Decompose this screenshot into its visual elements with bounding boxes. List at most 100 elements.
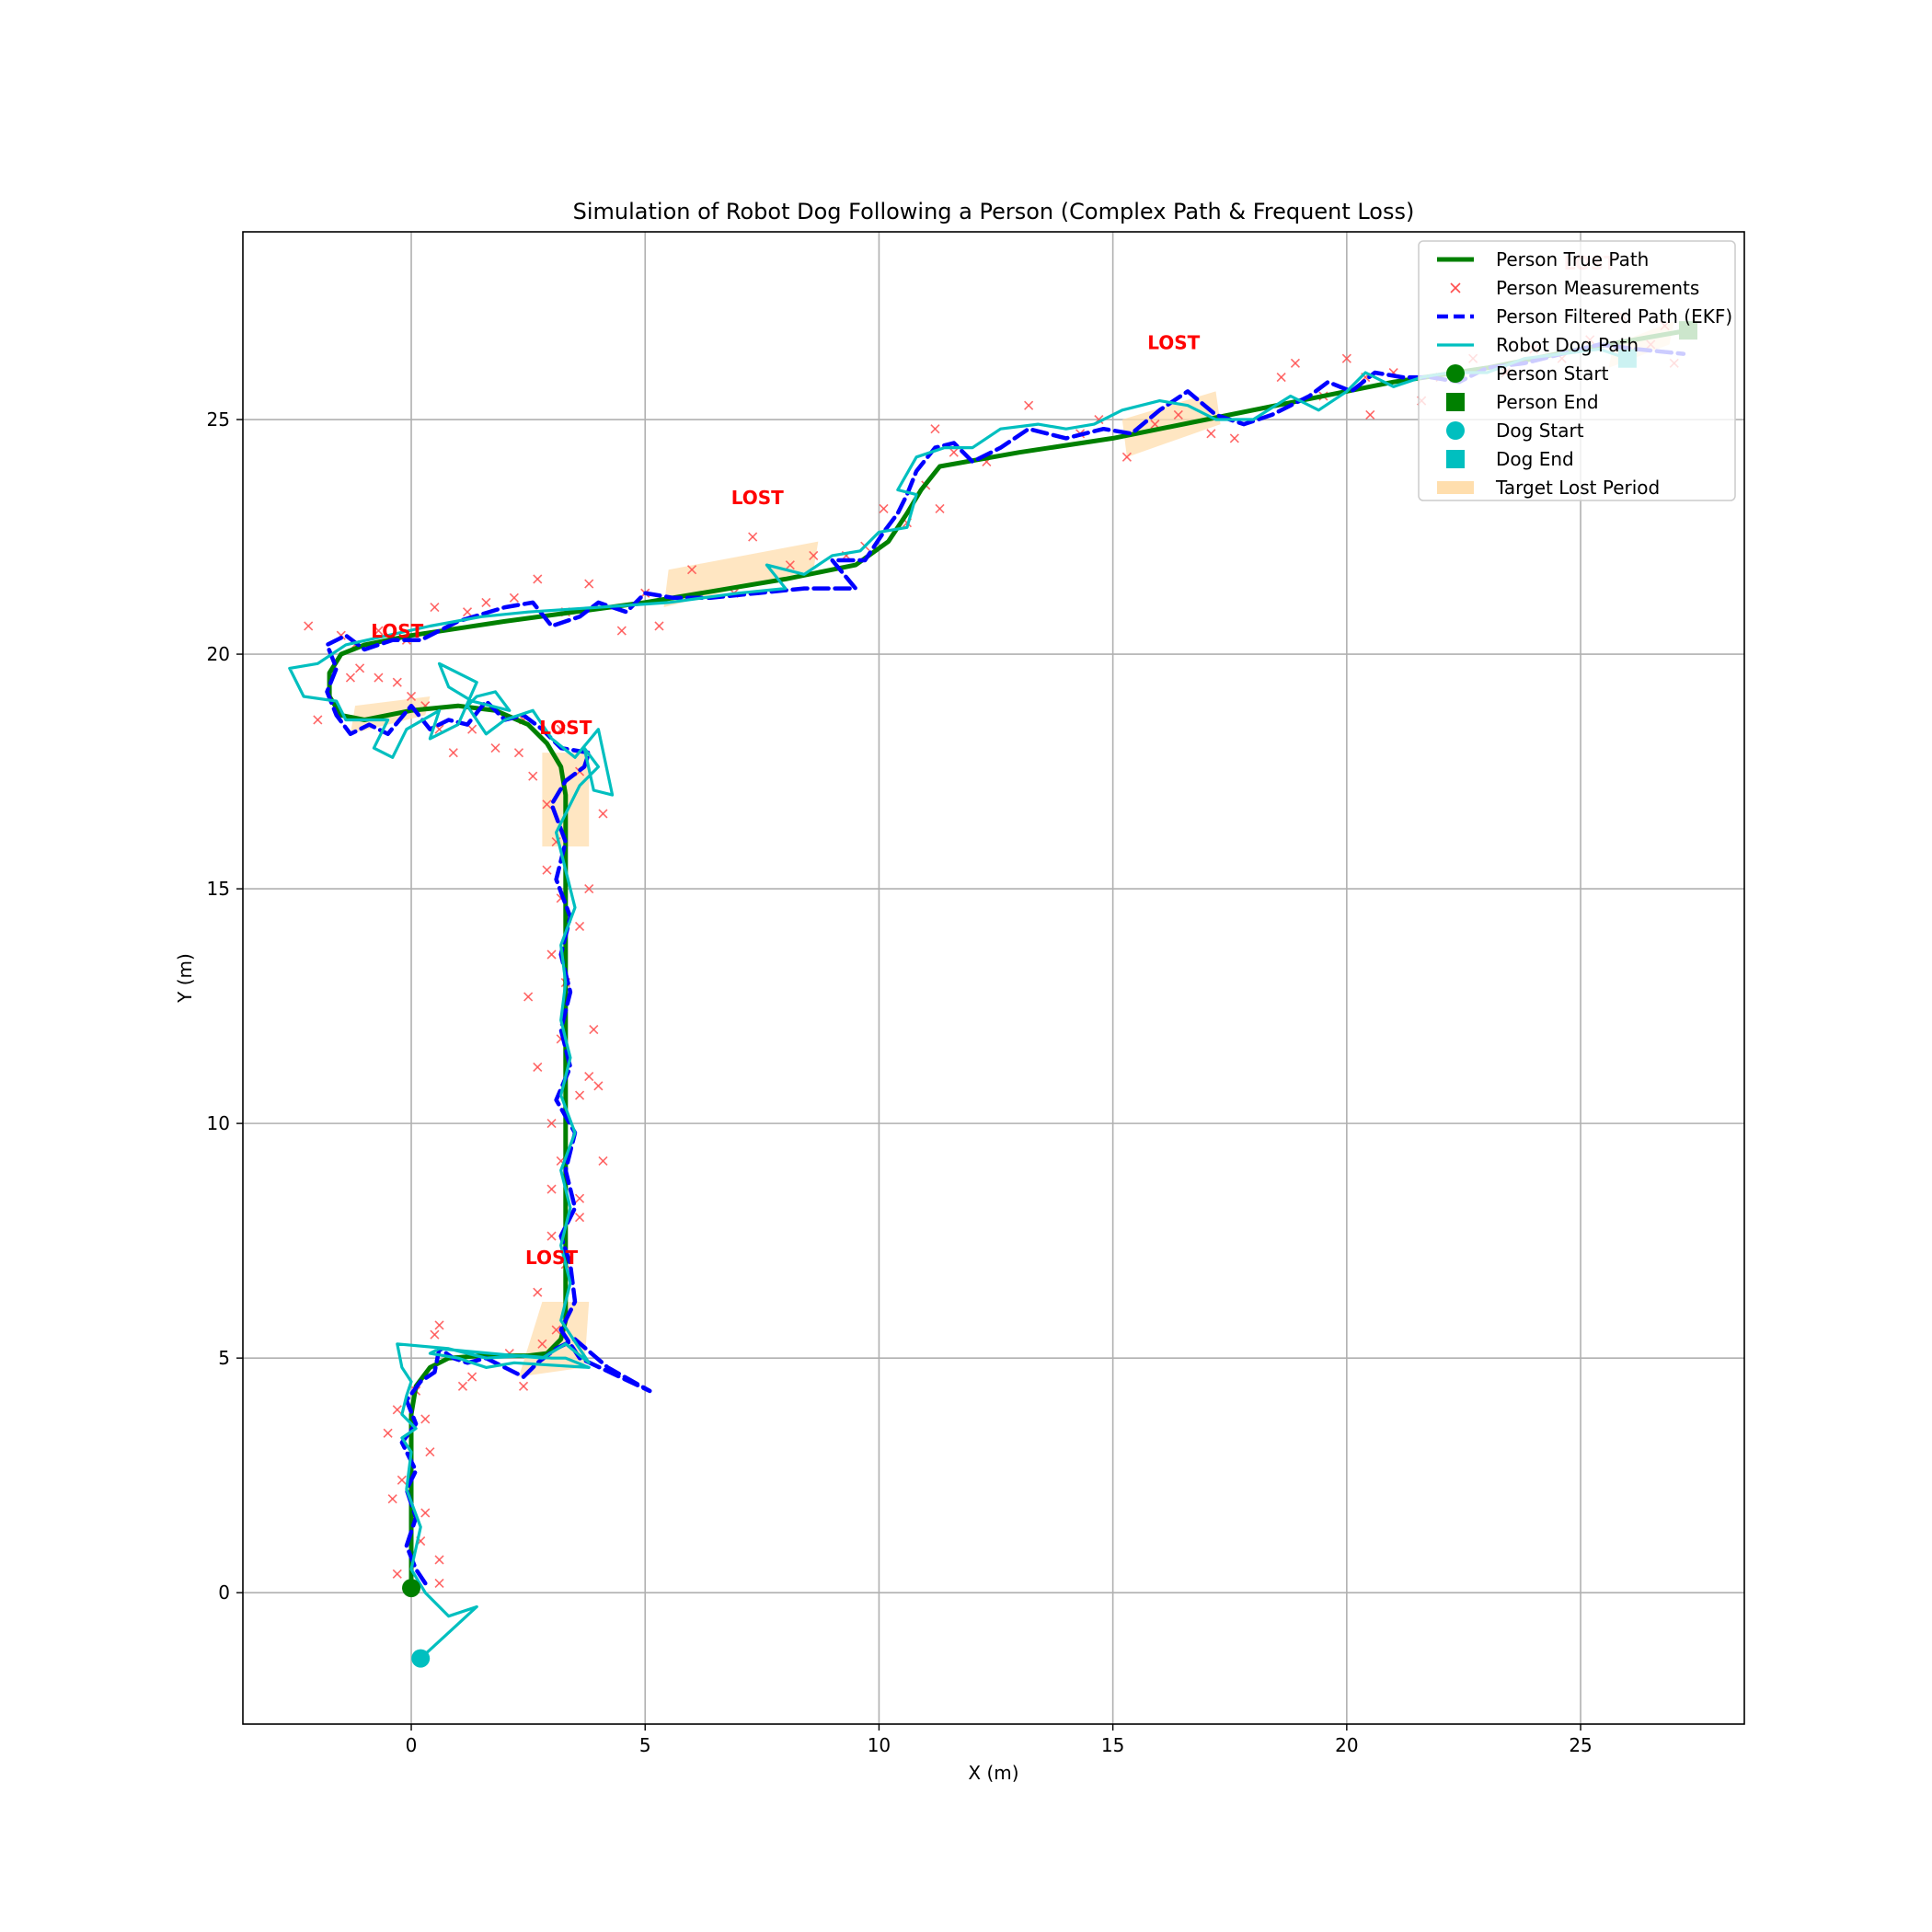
measurement-point	[304, 621, 314, 631]
legend-swatch	[1446, 364, 1465, 383]
legend-item: Robot Dog Path	[1437, 334, 1639, 356]
measurement-point	[392, 677, 402, 687]
measurement-point	[785, 560, 795, 570]
measurement-point	[397, 1475, 407, 1485]
y-tick-label: 10	[207, 1112, 230, 1134]
measurement-point	[1290, 358, 1300, 368]
plot-frame	[242, 231, 1745, 1725]
measurement-point	[481, 597, 491, 608]
x-tick-label: 5	[639, 1734, 651, 1756]
measurement-point	[345, 673, 356, 683]
y-axis-label: Y (m)	[174, 953, 196, 1004]
measurement-point	[1206, 429, 1216, 439]
measurement-point	[537, 1339, 547, 1349]
measurement-point	[387, 1494, 397, 1504]
measurement-point	[1229, 433, 1239, 443]
lost-label: LOST	[525, 1247, 578, 1269]
chart-title: Simulation of Robot Dog Following a Pers…	[573, 199, 1415, 224]
measurement-point	[546, 949, 557, 960]
measurement-point	[392, 1405, 402, 1415]
measurement-point	[467, 1372, 477, 1382]
legend-item: Person Filtered Path (EKF)	[1437, 305, 1732, 328]
measurement-point	[383, 1428, 393, 1438]
measurement-point	[949, 447, 959, 457]
measurement-point	[392, 1569, 402, 1579]
measurement-point	[523, 992, 534, 1002]
legend-label: Target Lost Period	[1495, 477, 1660, 499]
dog-start-marker	[411, 1649, 431, 1668]
y-tick-label: 20	[207, 643, 230, 665]
measurement-point	[584, 884, 594, 894]
legend-item: Person End	[1446, 391, 1599, 413]
measurement-point	[430, 1329, 440, 1340]
person-start-marker	[402, 1579, 421, 1598]
measurement-point	[598, 1156, 608, 1166]
legend-label: Person End	[1496, 391, 1599, 413]
x-tick-label: 10	[868, 1734, 891, 1756]
legend-swatch	[1446, 393, 1465, 411]
measurement-point	[935, 503, 945, 514]
legend-swatch	[1446, 421, 1465, 440]
measurement-point	[467, 724, 477, 734]
legend-swatch	[1450, 282, 1461, 293]
measurement-point	[434, 1555, 444, 1565]
measurement-point	[574, 921, 585, 931]
measurement-point	[1341, 353, 1351, 363]
measurement-point	[1173, 409, 1183, 420]
ticks: 0 5 10 15 20 25 0 5 10 15 20 25	[207, 408, 1593, 1756]
measurement-point	[313, 715, 323, 725]
y-tick-label: 15	[207, 878, 230, 900]
measurement-point	[374, 673, 384, 683]
measurement-point	[374, 626, 384, 636]
measurement-point	[509, 592, 519, 603]
measurement-point	[425, 1447, 435, 1457]
measurement-point	[1024, 400, 1034, 410]
measurement-point	[546, 1119, 557, 1129]
measurement-point	[542, 865, 552, 875]
legend-label: Person Filtered Path (EKF)	[1496, 305, 1732, 328]
measurement-point	[406, 691, 417, 702]
legend-label: Person Start	[1496, 362, 1609, 385]
measurement-point	[518, 1381, 529, 1391]
legend-label: Dog Start	[1496, 420, 1584, 442]
measurement-point	[930, 424, 940, 434]
measurement-point	[687, 565, 697, 575]
legend-item: Target Lost Period	[1437, 477, 1660, 499]
legend-box	[1418, 240, 1736, 501]
measurement-point	[551, 1325, 561, 1335]
measurement-point	[546, 1231, 557, 1241]
y-tick-label: 0	[218, 1581, 230, 1604]
measurement-point	[809, 550, 819, 561]
measurement-point	[355, 663, 365, 673]
measurement-point	[546, 1184, 557, 1194]
legend-label: Robot Dog Path	[1496, 334, 1639, 356]
measurement-point	[589, 1025, 599, 1035]
measurement-point	[528, 771, 538, 781]
measurement-point	[462, 607, 473, 617]
measurement-point	[513, 748, 524, 758]
measurement-point	[584, 579, 594, 589]
legend-item: Dog Start	[1446, 420, 1584, 442]
legend-item: Person Measurements	[1450, 277, 1699, 299]
measurement-point	[584, 1072, 594, 1082]
x-axis-label: X (m)	[968, 1762, 1018, 1784]
y-tick-label: 25	[207, 408, 230, 431]
lost-label: LOST	[1147, 332, 1200, 354]
legend-swatch	[1437, 481, 1474, 494]
measurement-point	[748, 532, 758, 542]
measurement-point	[420, 1414, 431, 1424]
measurement-point	[533, 1287, 543, 1297]
legend-item: Person Start	[1446, 362, 1609, 385]
measurement-point	[598, 809, 608, 819]
measurement-point	[556, 724, 566, 734]
measurement-point	[879, 503, 889, 514]
legend: Person True Path Person Measurements Perso…	[1418, 240, 1736, 501]
measurement-point	[1276, 373, 1286, 383]
measurement-point	[533, 574, 543, 584]
measurement-point	[533, 1062, 543, 1072]
y-tick-label: 5	[218, 1347, 230, 1369]
measurement-point	[574, 1090, 585, 1100]
lost-label: LOST	[539, 717, 592, 739]
measurement-point	[542, 799, 552, 810]
